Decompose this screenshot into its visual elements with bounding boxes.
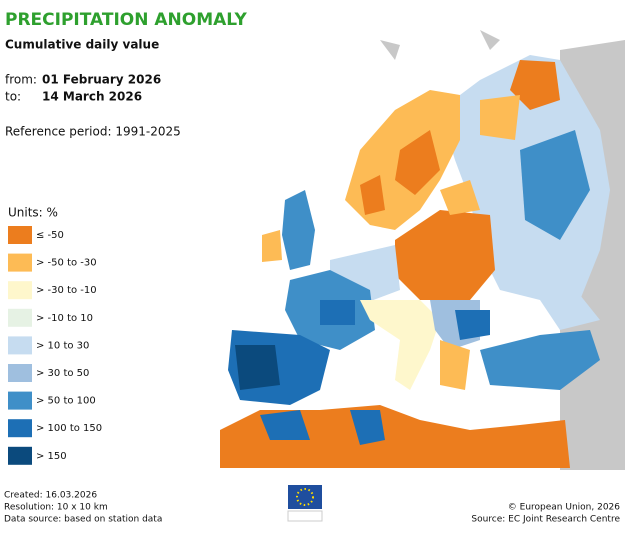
legend: ≤ -50 > -50 to -30 > -30 to -10 > -10 to 10… [8, 226, 102, 465]
subtitle: Cumulative daily value [5, 38, 159, 52]
from-date: 01 February 2026 [42, 73, 161, 87]
reference-period: Reference period: 1991-2025 [5, 125, 181, 139]
legend-swatch [8, 336, 32, 355]
legend-title: Units: % [8, 206, 58, 220]
legend-swatch [8, 364, 32, 382]
created: Created: 16.03.2026 [4, 491, 97, 501]
legend-label: > -10 to 10 [36, 313, 93, 324]
resolution: Resolution: 10 x 10 km [4, 503, 108, 513]
title: PRECIPITATION ANOMALY [5, 10, 247, 30]
to-label: to: [5, 90, 21, 104]
legend-swatch [8, 308, 32, 327]
legend-swatch [8, 419, 32, 438]
legend-label: > 100 to 150 [36, 423, 102, 434]
source: Source: EC Joint Research Centre [471, 515, 620, 525]
legend-swatch [8, 446, 32, 465]
legend-swatch [8, 281, 32, 300]
from-label: from: [5, 73, 37, 87]
to-date: 14 March 2026 [42, 90, 142, 104]
legend-label: ≤ -50 [36, 230, 64, 241]
legend-swatch [8, 226, 32, 244]
eu-logo [287, 485, 323, 522]
legend-swatch [8, 253, 32, 272]
legend-label: > 50 to 100 [36, 396, 96, 407]
data-source: Data source: based on station data [4, 515, 162, 525]
legend-label: > -50 to -30 [36, 258, 97, 269]
copyright: © European Union, 2026 [508, 503, 620, 513]
legend-label: > 30 to 50 [36, 368, 89, 379]
legend-swatch [8, 391, 32, 410]
legend-label: > 150 [36, 451, 67, 462]
map [220, 30, 625, 470]
legend-label: > 10 to 30 [36, 340, 89, 351]
legend-label: > -30 to -10 [36, 285, 97, 296]
